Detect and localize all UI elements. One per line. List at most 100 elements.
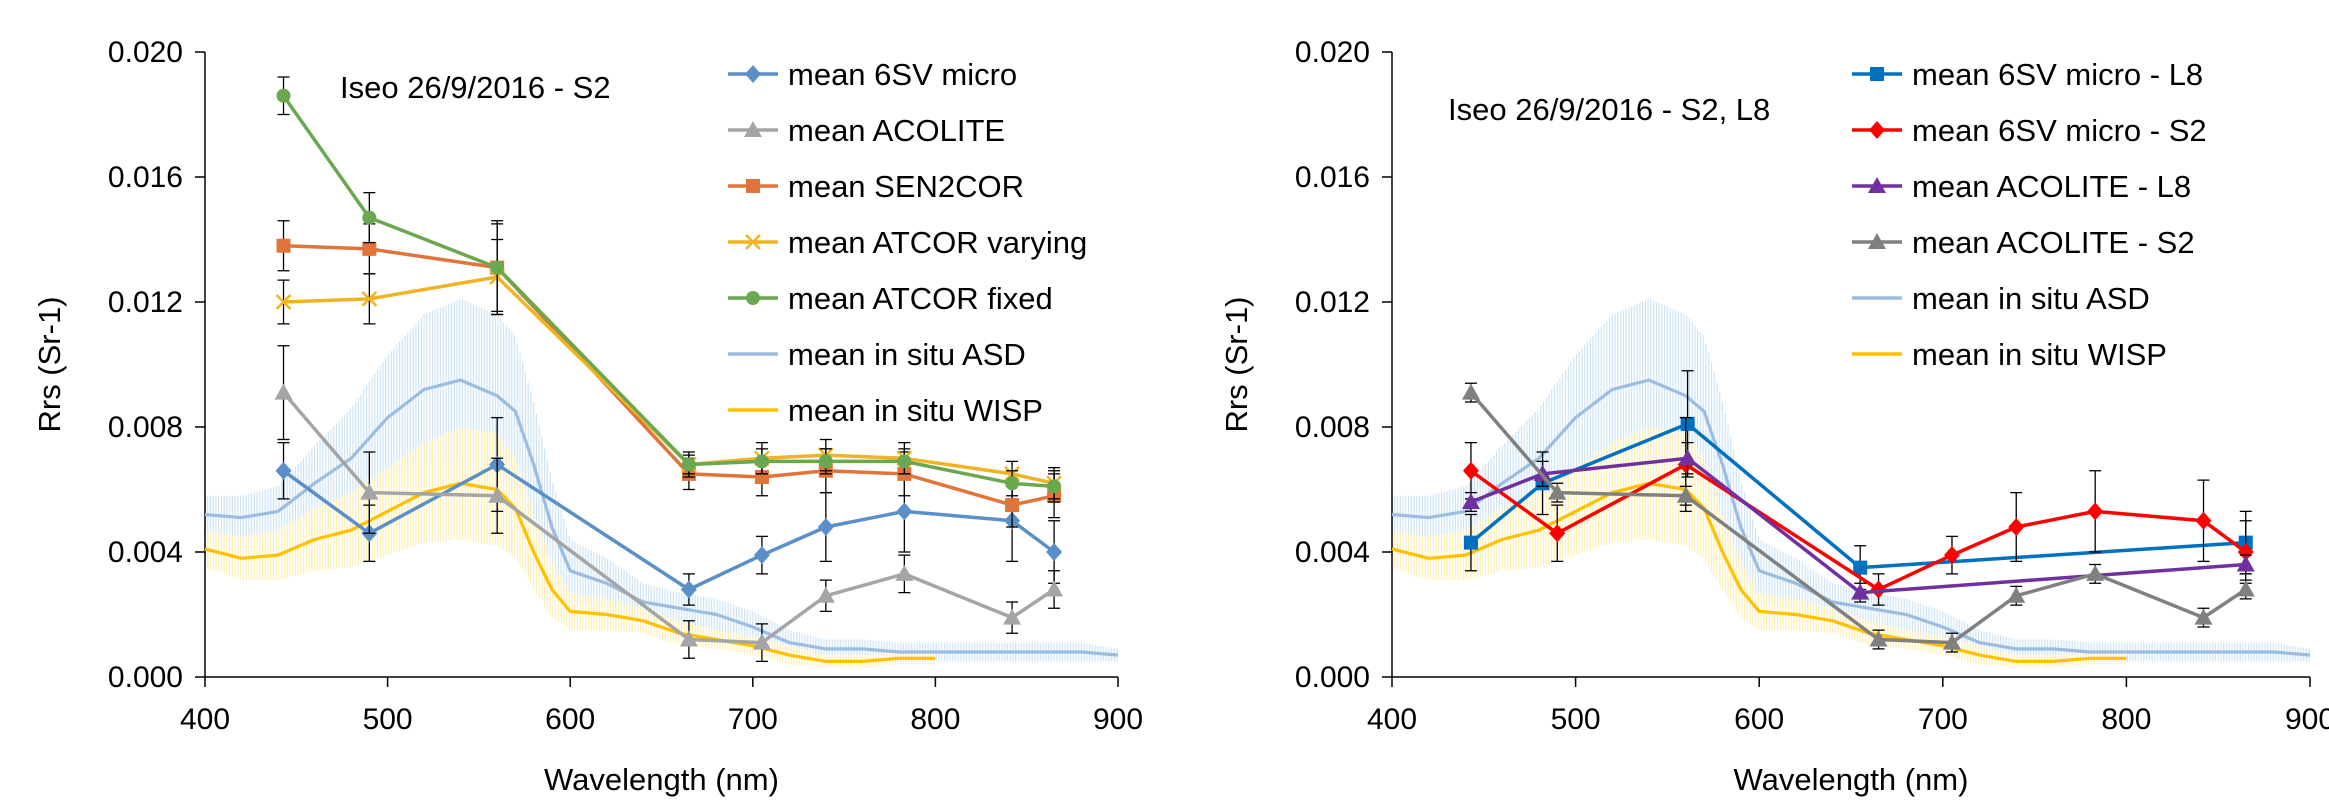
- data-point: [679, 630, 698, 647]
- data-point: [1869, 630, 1888, 647]
- data-point: [818, 454, 833, 469]
- data-point: [1047, 479, 1062, 494]
- band-layer: [1391, 299, 2310, 668]
- series-mean-acolite-s2: [1461, 382, 2255, 653]
- data-point: [1680, 416, 1695, 431]
- data-point: [362, 210, 377, 225]
- y-tick-label: 0.012: [108, 286, 183, 319]
- legend-label: mean in situ WISP: [788, 393, 1043, 428]
- legend-label: mean in situ ASD: [788, 337, 1026, 372]
- data-point: [1549, 524, 1566, 543]
- y-tick-label: 0.008: [108, 411, 183, 444]
- data-point: [360, 483, 379, 500]
- data-point: [490, 260, 505, 275]
- series-mean-in-situ-wisp: [1391, 481, 2127, 664]
- series-line: [1391, 481, 2127, 664]
- chart-annotation: Iseo 26/9/2016 - S2: [340, 70, 611, 105]
- y-tick-label: 0.000: [1295, 661, 1370, 694]
- data-point: [1005, 476, 1020, 491]
- data-point: [1462, 461, 1479, 480]
- data-point: [1533, 464, 1552, 481]
- data-point: [362, 241, 377, 256]
- legend-item-mean-in-situ-wisp: mean in situ WISP: [1852, 337, 2167, 372]
- legend-label: mean ACOLITE - S2: [1912, 225, 2195, 260]
- data-point: [754, 454, 769, 469]
- legend-marker: [1868, 177, 1886, 193]
- legend-marker: [1869, 121, 1885, 139]
- data-point: [2008, 518, 2025, 536]
- x-tick-label: 700: [728, 703, 778, 736]
- data-point: [895, 564, 914, 581]
- y-tick-label: 0.020: [108, 36, 183, 69]
- x-tick-label: 900: [1093, 703, 1143, 736]
- legend-marker: [746, 179, 760, 193]
- y-tick-label: 0.016: [108, 161, 183, 194]
- legend-item-mean-atcor-varying: mean ATCOR varying: [728, 225, 1087, 260]
- axes: 0.000 0.004 0.008 0.012 0.016 0.020 400 500 600 7…: [108, 36, 1143, 736]
- legend-label: mean 6SV micro: [788, 57, 1017, 92]
- data-point: [1005, 498, 1020, 513]
- data-point: [276, 88, 291, 103]
- data-point: [817, 518, 834, 536]
- x-tick-label: 700: [1918, 703, 1968, 736]
- x-tick-label: 400: [1367, 703, 1417, 736]
- legend-label: mean ATCOR varying: [788, 225, 1087, 260]
- data-point: [1676, 486, 1695, 503]
- data-point: [1463, 535, 1478, 550]
- data-point: [1943, 546, 1960, 565]
- x-tick-label: 500: [363, 703, 413, 736]
- legend: mean 6SV micro - L8 mean 6SV micro - S2 me…: [1852, 57, 2207, 372]
- data-point: [1003, 608, 1022, 625]
- y-tick-label: 0.004: [108, 536, 183, 569]
- legend-item-mean-acolite: mean ACOLITE: [728, 113, 1005, 148]
- axes: 0.000 0.004 0.008 0.012 0.016 0.020 400 500 600 7…: [1295, 36, 2329, 736]
- data-point: [2237, 543, 2254, 561]
- legend-label: mean ACOLITE: [788, 113, 1005, 148]
- data-point: [752, 633, 771, 650]
- series-mean-in-situ-wisp: [204, 481, 936, 664]
- data-point: [361, 290, 378, 307]
- legend-marker: [1868, 233, 1886, 249]
- x-tick-label: 600: [1734, 703, 1784, 736]
- data-point: [274, 383, 293, 400]
- chart-right: 0.000 0.004 0.008 0.012 0.016 0.020 400 500 600 7…: [1219, 36, 2329, 797]
- y-tick-label: 0.020: [1295, 36, 1370, 69]
- data-point: [680, 580, 697, 599]
- x-tick-label: 600: [545, 703, 595, 736]
- chart-annotation: Iseo 26/9/2016 - S2, L8: [1448, 92, 1770, 127]
- data-point: [2236, 555, 2255, 572]
- legend-item-mean-6sv-micro: mean 6SV micro: [728, 57, 1017, 92]
- data-point: [1942, 633, 1961, 650]
- legend-item-mean-in-situ-asd: mean in situ ASD: [1852, 281, 2150, 316]
- data-point: [275, 294, 292, 310]
- data-point: [1461, 493, 1480, 509]
- data-point: [753, 546, 770, 565]
- data-point: [1851, 583, 1870, 600]
- legend-item-mean-acolite-l8: mean ACOLITE - L8: [1852, 169, 2191, 204]
- x-tick-label: 400: [180, 703, 230, 736]
- legend-label: mean ATCOR fixed: [788, 281, 1053, 316]
- legend-label: mean ACOLITE - L8: [1912, 169, 2191, 204]
- data-point: [1870, 580, 1887, 599]
- legend-marker: [744, 121, 762, 137]
- y-axis-title: Rrs (Sr-1): [1219, 296, 1254, 432]
- legend-label: mean SEN2COR: [788, 169, 1024, 204]
- data-point: [2086, 564, 2105, 581]
- legend-label: mean 6SV micro - S2: [1912, 113, 2207, 148]
- x-tick-label: 800: [910, 703, 960, 736]
- data-point: [1046, 543, 1063, 561]
- legend-marker: [746, 291, 760, 305]
- data-point: [896, 502, 913, 521]
- legend-marker: [745, 65, 761, 83]
- y-tick-label: 0.016: [1295, 161, 1370, 194]
- data-point: [816, 586, 835, 603]
- legend-item-mean-6sv-micro-s2: mean 6SV micro - S2: [1852, 113, 2207, 148]
- legend-label: mean in situ WISP: [1912, 337, 2167, 372]
- data-point: [2007, 586, 2026, 603]
- data-point: [1045, 580, 1064, 597]
- data-point: [2194, 608, 2213, 625]
- series-mean-acolite-l8: [1461, 441, 2255, 603]
- legend-marker: [745, 234, 761, 250]
- data-point: [276, 238, 291, 253]
